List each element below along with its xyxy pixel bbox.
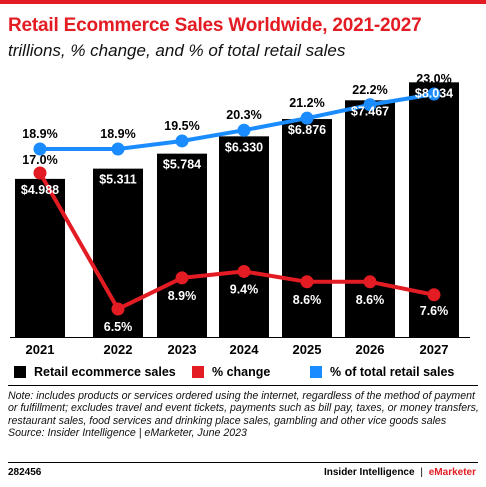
legend-item-share: % of total retail sales [310, 365, 454, 379]
top-accent-bar [0, 0, 486, 4]
x-tick-2026: 2026 [356, 342, 385, 357]
chart-id: 282456 [8, 467, 42, 478]
share-point-2022 [111, 142, 125, 156]
legend-swatch-sales [14, 366, 26, 378]
share-point-2026 [363, 98, 377, 112]
notes-divider-top [8, 385, 478, 386]
share-label-2025: 21.2% [289, 96, 324, 110]
brand-secondary: eMarketer [428, 467, 476, 478]
change-point-2022 [111, 302, 125, 316]
share-point-2024 [237, 123, 251, 137]
bar-2026 [345, 100, 395, 337]
change-label-2024: 9.4% [230, 282, 259, 296]
legend-swatch-change [192, 366, 204, 378]
share-label-2023: 19.5% [164, 119, 199, 133]
legend-item-sales: Retail ecommerce sales [14, 365, 176, 379]
change-point-2021 [33, 166, 47, 180]
share-label-2022: 18.9% [100, 127, 135, 141]
change-point-2026 [363, 275, 377, 289]
change-point-2025 [300, 275, 314, 289]
change-label-2021: 17.0% [22, 153, 57, 167]
change-point-2023 [175, 271, 189, 285]
share-point-2025 [300, 111, 314, 125]
change-label-2025: 8.6% [293, 293, 322, 307]
bar-label-2021: $4.988 [21, 183, 59, 197]
legend-label-change: % change [212, 365, 271, 379]
bar-2024 [219, 136, 269, 337]
legend-label-sales: Retail ecommerce sales [34, 365, 176, 379]
change-label-2022: 6.5% [104, 320, 133, 334]
legend-swatch-share [310, 366, 322, 378]
legend: Retail ecommerce sales % change % of tot… [14, 365, 484, 381]
notes-divider-bottom [8, 462, 478, 463]
bar-label-2025: $6.876 [288, 123, 326, 137]
x-tick-2024: 2024 [230, 342, 260, 357]
source-text: Source: Insider Intelligence | eMarketer… [8, 427, 247, 440]
x-tick-2025: 2025 [293, 342, 322, 357]
share-point-2027 [427, 87, 441, 101]
notes-block: Note: includes products or services orde… [8, 390, 480, 440]
change-label-2023: 8.9% [168, 289, 197, 303]
brand-primary: Insider Intelligence [323, 467, 415, 478]
share-point-2023 [175, 134, 189, 148]
footer-brand: Insider Intelligence | eMarketer [324, 467, 476, 478]
bar-label-2026: $7.467 [351, 104, 389, 118]
share-label-2021: 18.9% [22, 127, 57, 141]
change-label-2027: 7.6% [420, 304, 449, 318]
bar-2025 [282, 119, 332, 338]
bar-label-2024: $6.330 [225, 140, 263, 154]
x-tick-2023: 2023 [168, 342, 197, 357]
bar-label-2023: $5.784 [163, 158, 201, 172]
change-point-2027 [427, 288, 441, 302]
x-tick-2027: 2027 [420, 342, 449, 357]
bar-label-2027: $8.034 [415, 86, 453, 100]
share-label-2026: 22.2% [352, 83, 387, 97]
legend-item-change: % change [192, 365, 270, 379]
bar-2023 [157, 153, 207, 337]
share-label-2027: 23.0% [416, 72, 451, 86]
change-label-2026: 8.6% [356, 293, 385, 307]
brand-separator: | [420, 467, 423, 478]
legend-label-share: % of total retail sales [330, 365, 455, 379]
bar-label-2022: $5.311 [99, 173, 137, 187]
change-point-2024 [237, 264, 251, 278]
chart-title: Retail Ecommerce Sales Worldwide, 2021-2… [8, 15, 422, 36]
share-point-2021 [33, 142, 47, 156]
x-tick-2021: 2021 [26, 342, 55, 357]
x-tick-2022: 2022 [104, 342, 133, 357]
chart-subtitle: trillions, % change, and % of total reta… [8, 41, 346, 60]
chart-area: 2021 2022 2023 2024 2025 2026 2027 $4.988 $5.311… [10, 72, 470, 357]
note-text: Note: includes products or services orde… [8, 390, 479, 427]
share-label-2024: 20.3% [226, 108, 261, 122]
